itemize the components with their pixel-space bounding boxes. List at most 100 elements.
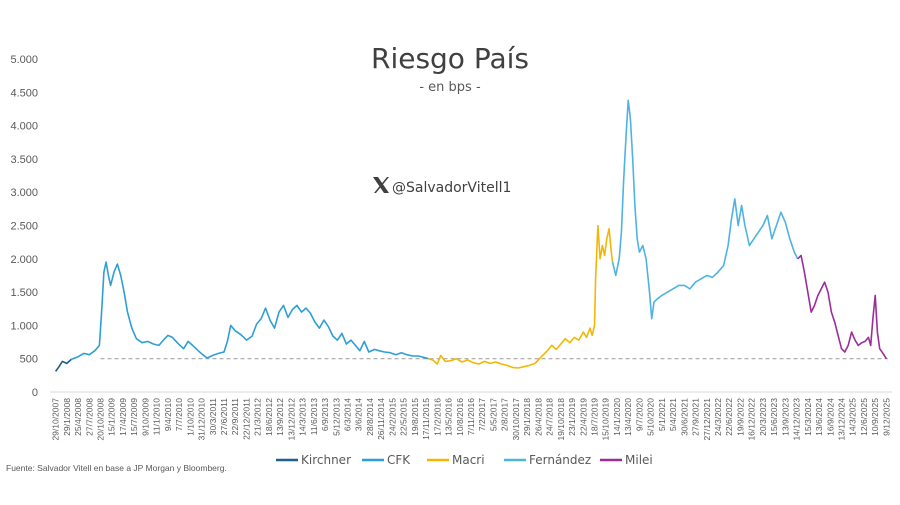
- series-group: [54, 99, 888, 372]
- watermark-handle: @SalvadorVitell1: [392, 180, 511, 196]
- x-tick-label: 5/5/2017: [488, 398, 498, 431]
- x-tick-label: 28/8/2014: [365, 398, 375, 436]
- y-tick-label: 2.500: [10, 221, 38, 233]
- x-tick-label: 9/7/2020: [634, 398, 644, 431]
- x-tick-label: 23/1/2019: [567, 398, 577, 436]
- y-tick-label: 5.000: [10, 54, 38, 66]
- x-tick-label: 14/1/2020: [612, 398, 622, 436]
- series-line-kirchner: [54, 358, 72, 372]
- y-tick-label: 500: [20, 354, 38, 366]
- x-tick-label: 27/6/2011: [219, 398, 229, 435]
- x-tick-label: 22/5/2015: [399, 398, 409, 436]
- x-tick-label: 13/9/2012: [275, 398, 285, 436]
- x-tick-label: 29/10/2007: [51, 398, 61, 441]
- x-tick-label: 5/4/2021: [668, 398, 678, 431]
- x-tick-label: 27/12/2021: [702, 398, 712, 441]
- x-tick-label: 14/12/2023: [792, 398, 802, 441]
- legend-label: CFK: [387, 453, 411, 467]
- x-tick-label: 11/1/2010: [152, 398, 162, 435]
- x-tick-label: 5/1/2021: [657, 398, 667, 431]
- x-tick-label: 7/7/2010: [174, 398, 184, 431]
- x-tick-label: 27/7/2008: [84, 398, 94, 436]
- x-tick-label: 2/8/2017: [500, 398, 510, 431]
- x-tick-label: 6/9/2013: [320, 398, 330, 431]
- x-tick-label: 15/7/2009: [129, 398, 139, 436]
- x-tick-label: 7/11/2016: [466, 398, 476, 435]
- x-tick-label: 15/3/2024: [803, 398, 813, 436]
- x-tick-label: 22/6/2022: [724, 398, 734, 436]
- y-tick-label: 4.500: [10, 87, 38, 99]
- legend-label: Fernández: [529, 453, 591, 467]
- x-tick-label: 20/3/2023: [758, 398, 768, 436]
- series-line-cfk: [71, 261, 429, 361]
- x-tick-label: 21/3/2012: [253, 398, 263, 436]
- x-tick-label: 30/3/2011: [208, 398, 218, 435]
- x-tick-label: 12/6/2025: [859, 398, 869, 436]
- x-tick-label: 19/9/2022: [735, 398, 745, 436]
- x-tick-label: 15/10/2019: [601, 398, 611, 441]
- x-tick-label: 26/4/2018: [533, 398, 543, 436]
- y-tick-label: 3.000: [10, 187, 38, 199]
- x-tick-label: 13/5/2016: [444, 398, 454, 436]
- x-tick-label: 18/7/2019: [589, 398, 599, 436]
- x-tick-label: 26/11/2014: [376, 398, 386, 440]
- y-axis: 0 500 1.000 1.500 2.000 2.500 3.000 3.500 4.000 4…: [10, 54, 892, 399]
- x-tick-label: 17/11/2015: [421, 398, 431, 440]
- x-tick-label: 17/4/2009: [118, 398, 128, 436]
- legend-label: Milei: [625, 453, 653, 467]
- x-tick-label: 15/1/2009: [107, 398, 117, 436]
- x-tick-label: 9/10/2009: [140, 398, 150, 436]
- x-tick-label: 6/3/2014: [343, 398, 353, 431]
- x-tick-label: 30/6/2021: [679, 398, 689, 436]
- series-line-macri: [428, 224, 614, 369]
- x-tick-label: 13/4/2020: [623, 398, 633, 436]
- x-tick-label: 24/3/2022: [713, 398, 723, 436]
- x-tick-label: 14/3/2025: [848, 398, 858, 436]
- x-tick-label: 16/9/2024: [825, 398, 835, 436]
- source-note: Fuente: Salvador Vitell en base a JP Mor…: [6, 463, 227, 473]
- x-tick-label: 1/10/2010: [185, 398, 195, 436]
- x-tick-label: 7/2/2017: [477, 398, 487, 431]
- x-tick-label: 5/10/2020: [646, 398, 656, 436]
- chart-title: Riesgo País: [371, 42, 529, 75]
- x-tick-label: 29/1/2008: [62, 398, 72, 436]
- y-tick-label: 2.000: [10, 254, 38, 266]
- x-tick-label: 19/8/2015: [410, 398, 420, 436]
- x-tick-label: 18/6/2012: [264, 398, 274, 436]
- x-tick-label: 19/10/2018: [556, 398, 566, 441]
- y-tick-label: 3.500: [10, 154, 38, 166]
- x-tick-label: 9/12/2025: [881, 398, 891, 436]
- series-line-milei: [797, 254, 888, 360]
- chart-subtitle: - en bps -: [419, 80, 481, 95]
- x-tick-label: 9/4/2010: [163, 398, 173, 431]
- series-line-fernndez: [611, 99, 799, 320]
- x-tick-label: 13/6/2024: [814, 398, 824, 436]
- x-axis: 29/10/2007 29/1/2008 25/4/2008 27/7/2008 20/…: [51, 398, 892, 441]
- x-tick-label: 22/9/2011: [230, 398, 240, 435]
- x-tick-label: 24/2/2015: [387, 398, 397, 436]
- x-tick-label: 5/12/2013: [331, 398, 341, 436]
- x-tick-label: 17/2/2016: [432, 398, 442, 436]
- y-tick-label: 1.500: [10, 287, 38, 299]
- x-tick-label: 29/1/2018: [522, 398, 532, 436]
- x-tick-label: 13/12/2012: [286, 398, 296, 441]
- x-tick-label: 22/4/2019: [578, 398, 588, 436]
- x-tick-label: 11/6/2013: [309, 398, 319, 435]
- x-tick-label: 15/6/2023: [769, 398, 779, 436]
- x-tick-label: 22/12/2011: [241, 398, 251, 440]
- x-tick-label: 16/12/2022: [747, 398, 757, 441]
- x-logo-icon: [373, 177, 389, 193]
- x-tick-label: 13/12/2024: [836, 398, 846, 441]
- x-tick-label: 3/6/2014: [354, 398, 364, 431]
- x-tick-label: 25/4/2008: [73, 398, 83, 436]
- legend-label: Macri: [452, 453, 485, 467]
- x-tick-label: 27/9/2021: [691, 398, 701, 436]
- y-tick-label: 1.000: [10, 320, 38, 332]
- x-tick-label: 24/7/2018: [545, 398, 555, 436]
- legend-label: Kirchner: [301, 453, 351, 467]
- x-tick-label: 10/9/2025: [870, 398, 880, 436]
- watermark: @SalvadorVitell1: [373, 177, 511, 196]
- x-tick-label: 10/8/2016: [455, 398, 465, 436]
- legend: Kirchner CFK Macri Fernández Milei: [276, 453, 653, 467]
